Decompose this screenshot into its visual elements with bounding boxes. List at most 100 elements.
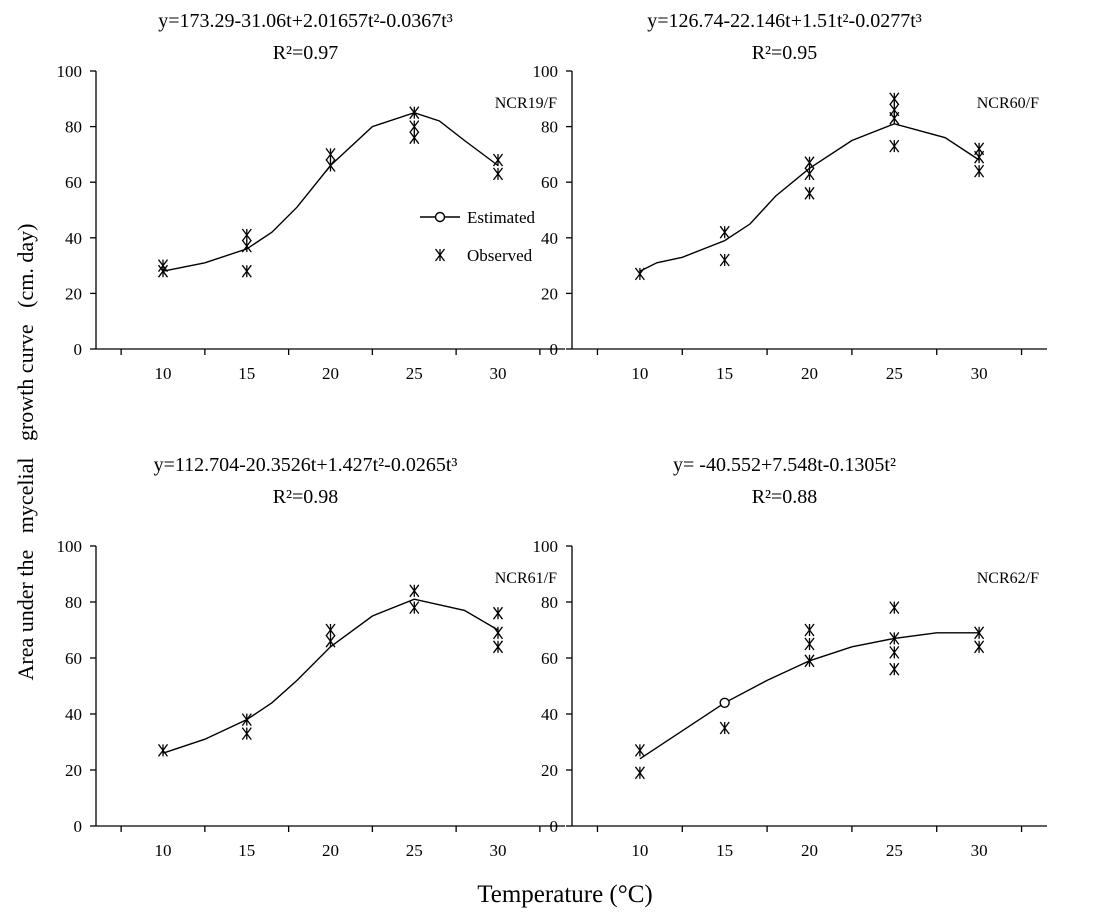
y-tick-label: 20 <box>65 284 82 303</box>
y-tick-label: 20 <box>541 284 558 303</box>
x-tick-label: 30 <box>971 841 988 860</box>
y-tick-label: 60 <box>541 649 558 668</box>
chart-panel-ncr60-f: y=126.74-22.146t+1.51t²-0.0277t³ R²=0.95 0… <box>533 10 1047 383</box>
x-tick-label: 15 <box>238 364 255 383</box>
legend-estimated-label: Estimated <box>467 208 535 227</box>
isolate-label: NCR62/F <box>977 570 1039 587</box>
observed-point <box>974 142 985 156</box>
observed-point <box>634 766 645 780</box>
observed-point <box>241 239 252 253</box>
x-tick-label: 20 <box>322 364 339 383</box>
y-tick-label: 60 <box>65 173 82 192</box>
observed-point <box>325 634 336 648</box>
y-tick-label: 80 <box>65 118 82 137</box>
equation-label: y=112.704-20.3526t+1.427t²-0.0265t³ <box>154 454 458 476</box>
estimated-point <box>719 697 730 708</box>
y-tick-label: 40 <box>65 229 82 248</box>
observed-point <box>889 103 900 117</box>
observed-point <box>325 159 336 172</box>
observed-point <box>719 253 730 267</box>
observed-point <box>409 601 420 614</box>
y-tick-label: 80 <box>541 593 558 612</box>
r-squared-label: R²=0.97 <box>273 42 339 64</box>
x-tick-label: 15 <box>716 364 733 383</box>
observed-point <box>492 640 504 654</box>
estimated-series-line <box>639 632 980 760</box>
chart-panel-ncr19-f: y=173.29-31.06t+2.01657t²-0.0367t³ R²=0.9… <box>57 10 565 383</box>
observed-point <box>492 626 504 640</box>
x-tick-label: 20 <box>801 841 818 860</box>
estimated-series-line <box>639 123 980 272</box>
observed-point <box>804 654 815 668</box>
x-tick-label: 25 <box>886 841 903 860</box>
x-tick-label: 15 <box>716 841 733 860</box>
observed-point <box>157 259 169 272</box>
x-tick-label: 10 <box>155 841 172 860</box>
x-tick-label: 15 <box>238 841 255 860</box>
x-tick-label: 25 <box>406 841 423 860</box>
x-tick-label: 10 <box>155 364 172 383</box>
observed-point <box>241 713 252 726</box>
observed-point <box>634 744 645 757</box>
r-squared-label: R²=0.95 <box>752 42 818 64</box>
observed-point <box>804 167 815 181</box>
estimated-series-line <box>162 111 499 272</box>
y-tick-label: 80 <box>65 593 82 612</box>
equation-label: y=173.29-31.06t+2.01657t²-0.0367t³ <box>158 10 453 32</box>
observed-point <box>634 267 645 281</box>
observed-point <box>241 228 252 242</box>
y-tick-label: 100 <box>57 62 83 81</box>
y-tick-label: 100 <box>533 62 559 81</box>
chart-panel-ncr61-f: y=112.704-20.3526t+1.427t²-0.0265t³ R²=0.… <box>57 454 565 860</box>
observed-point <box>719 225 730 239</box>
x-tick-label: 10 <box>631 841 648 860</box>
y-axis-label: Area under the mycelial growth curve (cm… <box>13 224 38 681</box>
x-tick-label: 30 <box>490 841 507 860</box>
y-tick-label: 0 <box>74 340 83 359</box>
r-squared-label: R²=0.88 <box>752 486 818 508</box>
observed-point <box>409 120 420 133</box>
observed-point <box>492 153 504 167</box>
r-squared-label: R²=0.98 <box>273 486 339 508</box>
observed-point <box>492 167 504 181</box>
y-tick-label: 80 <box>541 118 558 137</box>
x-tick-label: 30 <box>971 364 988 383</box>
equation-label: y=126.74-22.146t+1.51t²-0.0277t³ <box>647 10 922 32</box>
y-tick-label: 40 <box>541 705 558 724</box>
observed-point <box>889 92 900 106</box>
y-tick-label: 0 <box>74 817 83 836</box>
x-tick-label: 25 <box>406 364 423 383</box>
legend-observed-marker <box>434 248 446 262</box>
isolate-label: NCR19/F <box>495 95 557 112</box>
observed-point <box>804 623 815 637</box>
equation-label: y= -40.552+7.548t-0.1305t² <box>673 454 896 476</box>
observed-point <box>974 626 985 640</box>
observed-point <box>974 640 985 654</box>
observed-point <box>409 106 420 120</box>
legend: Estimated Observed <box>420 208 535 265</box>
chart-panel-ncr62-f: y= -40.552+7.548t-0.1305t² R²=0.88 0 20 40 60… <box>533 454 1047 860</box>
x-tick-label: 20 <box>322 841 339 860</box>
observed-point <box>804 186 815 200</box>
y-tick-label: 100 <box>533 537 559 556</box>
observed-point <box>889 646 900 659</box>
y-tick-label: 20 <box>541 761 558 780</box>
observed-point <box>889 662 900 676</box>
x-tick-label: 25 <box>886 364 903 383</box>
observed-point <box>409 131 420 145</box>
y-tick-label: 60 <box>65 649 82 668</box>
isolate-label: NCR60/F <box>977 95 1039 112</box>
chart-panels: y=173.29-31.06t+2.01657t²-0.0367t³ R²=0.9… <box>57 10 1047 860</box>
x-tick-label: 10 <box>631 364 648 383</box>
y-tick-label: 20 <box>65 761 82 780</box>
observed-point <box>325 623 336 637</box>
observed-point <box>241 264 252 278</box>
x-axis-label: Temperature (°C) <box>477 881 653 908</box>
legend-estimated-marker <box>434 211 446 223</box>
observed-point <box>974 164 985 178</box>
observed-point <box>889 632 900 645</box>
y-tick-label: 60 <box>541 173 558 192</box>
observed-point <box>409 584 420 598</box>
y-tick-label: 40 <box>541 229 558 248</box>
observed-point <box>804 156 815 170</box>
